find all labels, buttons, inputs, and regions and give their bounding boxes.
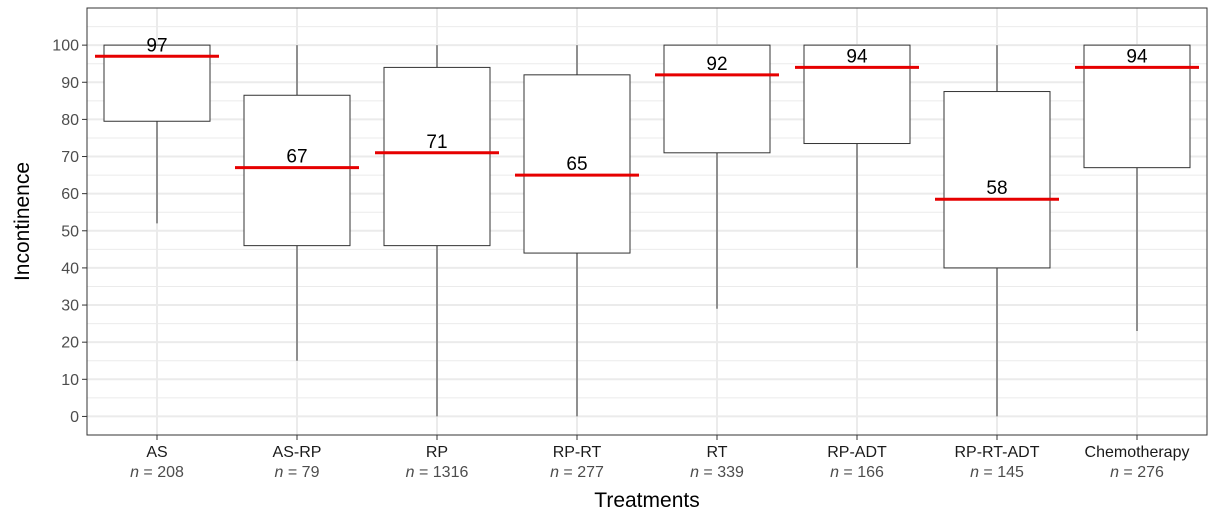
box-iqr <box>523 74 631 254</box>
n-value: = 339 <box>699 464 744 481</box>
n-symbol: n <box>275 464 284 481</box>
sample-size-label: n = 1316 <box>406 464 469 481</box>
n-value: = 1316 <box>415 464 469 481</box>
box-iqr <box>943 91 1051 269</box>
n-value: = 276 <box>1119 464 1164 481</box>
y-tick-label: 20 <box>61 335 79 352</box>
median-label: 94 <box>846 46 868 67</box>
median-label: 97 <box>146 35 167 56</box>
n-value: = 145 <box>979 464 1024 481</box>
y-tick-label: 90 <box>61 75 79 92</box>
y-tick-label: 10 <box>61 372 79 389</box>
box-as: 97 <box>95 35 219 224</box>
n-symbol: n <box>830 464 839 481</box>
median-label: 58 <box>986 178 1007 199</box>
x-tick-label: RP-ADT <box>827 444 887 461</box>
x-tick-label: RP-RT-ADT <box>954 444 1039 461</box>
sample-size-label: n = 339 <box>690 464 744 481</box>
sample-size-label: n = 166 <box>830 464 884 481</box>
sample-size-label: n = 145 <box>970 464 1024 481</box>
sample-size-label: n = 208 <box>130 464 184 481</box>
sample-size-label: n = 277 <box>550 464 604 481</box>
y-tick-label: 80 <box>61 112 79 129</box>
y-axis-title: Incontinence <box>11 162 34 281</box>
n-symbol: n <box>550 464 559 481</box>
n-symbol: n <box>970 464 979 481</box>
box-iqr <box>1083 44 1191 169</box>
median-label: 94 <box>1126 46 1148 67</box>
sample-size-label: n = 79 <box>275 464 320 481</box>
y-tick-label: 70 <box>61 149 79 166</box>
y-tick-label: 30 <box>61 298 79 315</box>
n-symbol: n <box>1110 464 1119 481</box>
box-as-rp: 67 <box>235 45 359 361</box>
x-tick-label: Chemotherapy <box>1085 444 1190 461</box>
axis-layer: 0 10 20 30 40 50 60 70 80 90 100 AS n = 208 AS-RP n = … <box>52 7 1208 481</box>
box-rp-rt: 65 <box>515 45 639 417</box>
median-label: 67 <box>286 147 307 168</box>
y-tick-label: 50 <box>61 223 79 240</box>
box-rp: 71 <box>375 45 499 417</box>
n-value: = 208 <box>139 464 184 481</box>
sample-size-label: n = 276 <box>1110 464 1164 481</box>
panel-border <box>86 7 1208 436</box>
y-tick-label: 0 <box>70 409 79 426</box>
x-axis-title: Treatments <box>594 489 699 512</box>
median-label: 71 <box>426 132 447 153</box>
box-iqr <box>803 44 911 145</box>
n-symbol: n <box>690 464 699 481</box>
n-symbol: n <box>406 464 415 481</box>
x-tick-label: RP <box>426 444 448 461</box>
box-iqr <box>663 44 771 154</box>
y-tick-label: 60 <box>61 186 79 203</box>
median-label: 65 <box>566 154 587 175</box>
n-value: = 277 <box>559 464 604 481</box>
box-layer: 97 67 71 65 92 94 58 94 <box>95 35 1199 417</box>
box-chemotherapy: 94 <box>1075 44 1199 332</box>
y-tick-label: 100 <box>52 38 79 55</box>
n-value: = 79 <box>283 464 319 481</box>
box-rp-rt-adt: 58 <box>935 45 1059 417</box>
median-label: 92 <box>706 54 727 75</box>
box-iqr <box>383 66 491 247</box>
box-iqr <box>243 94 351 247</box>
y-tick-label: 40 <box>61 260 79 277</box>
box-rp-adt: 94 <box>795 44 919 268</box>
x-tick-label: AS-RP <box>273 444 322 461</box>
box-iqr <box>103 44 211 122</box>
n-value: = 166 <box>839 464 884 481</box>
n-symbol: n <box>130 464 139 481</box>
x-tick-label: RT <box>706 444 727 461</box>
x-tick-label: RP-RT <box>553 444 602 461</box>
x-tick-label: AS <box>146 444 167 461</box>
box-rt: 92 <box>655 44 779 309</box>
